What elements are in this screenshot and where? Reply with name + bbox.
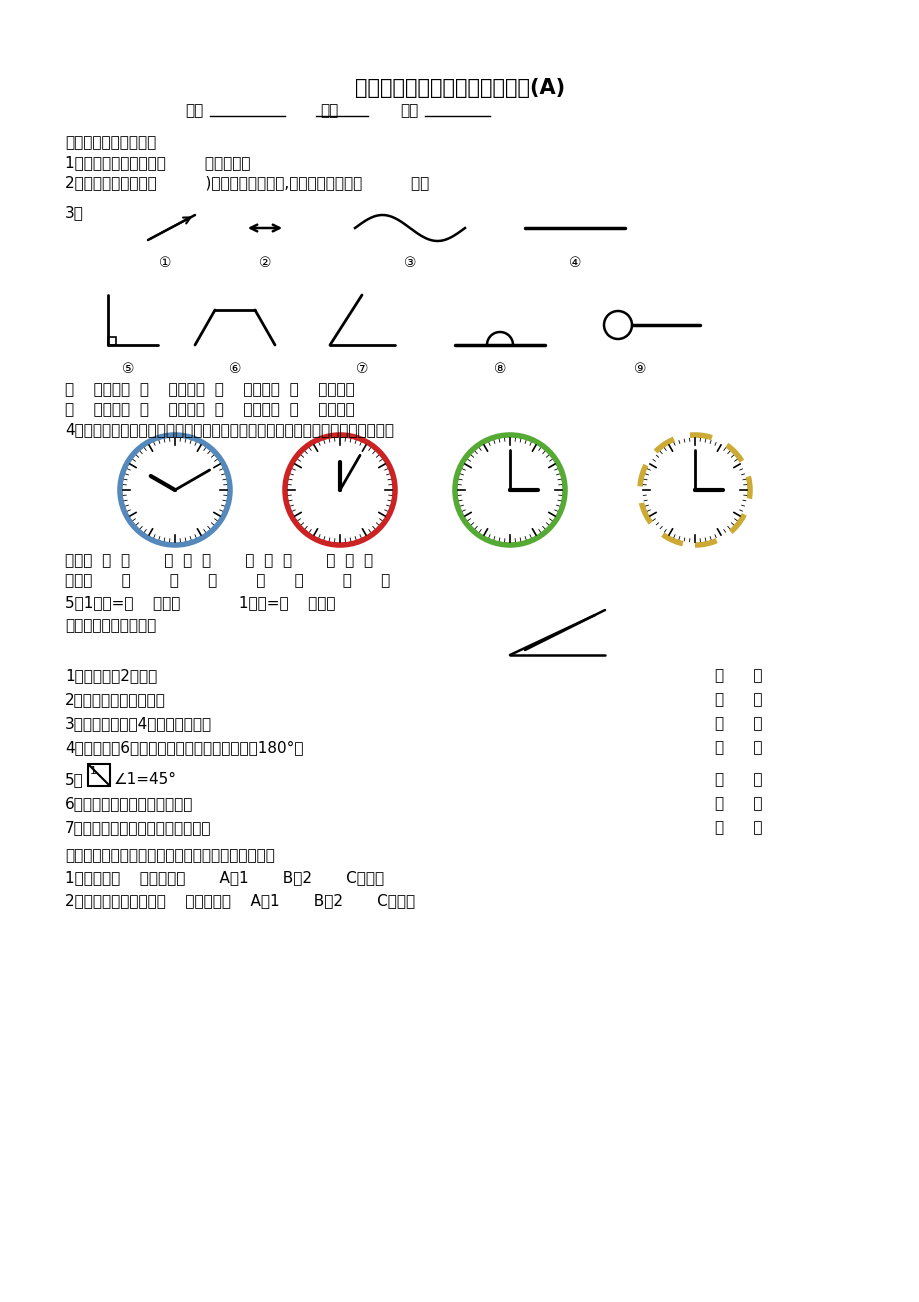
Text: 5、1周角=（    ）平角            1平角=（    ）直角: 5、1周角=（ ）平角 1平角=（ ）直角 (65, 595, 335, 611)
Circle shape (337, 488, 342, 492)
Text: ∠1=45°: ∠1=45° (114, 772, 176, 786)
Text: 2、钝角一定比直角大。: 2、钝角一定比直角大。 (65, 691, 165, 707)
Text: 年级: 年级 (320, 103, 338, 118)
Text: 学号: 学号 (185, 103, 203, 118)
Text: 四年级数学上册第二单元测试题(A): 四年级数学上册第二单元测试题(A) (355, 78, 564, 98)
Text: ⑨: ⑨ (633, 362, 645, 376)
Text: （      ）: （ ） (714, 772, 762, 786)
Text: 3、: 3、 (65, 204, 84, 220)
Text: 二、请你来当小裁判。: 二、请你来当小裁判。 (65, 618, 156, 633)
Text: （    ）是锐角  （    ）是平角  （    ）是周角  （    ）是钝角: （ ）是锐角 （ ）是平角 （ ）是周角 （ ）是钝角 (65, 402, 355, 417)
Text: ④: ④ (568, 256, 581, 270)
Text: 3、小军画了一条4厘米长的直线。: 3、小军画了一条4厘米长的直线。 (65, 716, 212, 730)
Text: （      ）: （ ） (714, 716, 762, 730)
Text: 4、钟面上是6时整时，时针和分针所夹的角是180°。: 4、钟面上是6时整时，时针和分针所夹的角是180°。 (65, 740, 303, 755)
Text: 三、用心选一选。（把正确答案的序号填在括号内）: 三、用心选一选。（把正确答案的序号填在括号内） (65, 848, 275, 863)
Text: （      ）: （ ） (714, 796, 762, 811)
Text: ①: ① (159, 256, 171, 270)
Text: （      ）: （ ） (714, 668, 762, 684)
Text: 1: 1 (90, 766, 96, 776)
Text: 1、线段有（    ）个端点。       A、1       B、2       C、无数: 1、线段有（ ）个端点。 A、1 B、2 C、无数 (65, 870, 384, 885)
Text: ⑤: ⑤ (121, 362, 134, 376)
Text: 2、通过一点，可以画（    ）条直线。    A、1       B、2       C、无数: 2、通过一点，可以画（ ）条直线。 A、1 B、2 C、无数 (65, 893, 414, 907)
Text: 角度（      ）        （      ）        （      ）        （      ）: 角度（ ） （ ） （ ） （ ） (65, 573, 390, 589)
Text: 4、先写出每个钟面上的时间，再量一量钟面上的分针和时针所组成的角的度数。: 4、先写出每个钟面上的时间，再量一量钟面上的分针和时针所组成的角的度数。 (65, 422, 393, 437)
Text: 一、想一想，填一填。: 一、想一想，填一填。 (65, 135, 156, 150)
Text: ②: ② (258, 256, 271, 270)
Text: ⑥: ⑥ (229, 362, 241, 376)
Circle shape (288, 437, 391, 542)
Circle shape (692, 488, 697, 492)
Text: （    ）是直线  （    ）是射线  （    ）是线段  （    ）是直角: （ ）是直线 （ ）是射线 （ ）是线段 （ ）是直角 (65, 381, 355, 397)
Circle shape (173, 488, 176, 492)
Circle shape (458, 437, 562, 542)
Text: 1、右图中有2个角。: 1、右图中有2个角。 (65, 668, 157, 684)
Text: 时间（  ：  ）       （  ：  ）       （  ：  ）       （  ：  ）: 时间（ ： ） （ ： ） （ ： ） （ ： ） (65, 553, 373, 568)
Text: ③: ③ (403, 256, 415, 270)
Text: 1、从一点出发可以画（        ）条射线。: 1、从一点出发可以画（ ）条射线。 (65, 155, 250, 171)
Circle shape (123, 437, 227, 542)
Text: ⑧: ⑧ (494, 362, 505, 376)
Circle shape (642, 437, 746, 542)
Text: 2、从一点引出两条（          )组成的图形叫做角,这个点叫做角的（          ）。: 2、从一点引出两条（ )组成的图形叫做角,这个点叫做角的（ ）。 (65, 174, 429, 190)
Circle shape (507, 488, 512, 492)
Text: （      ）: （ ） (714, 691, 762, 707)
Text: 6、过两点只可以画一条直线。: 6、过两点只可以画一条直线。 (65, 796, 193, 811)
Text: （      ）: （ ） (714, 820, 762, 835)
Text: 姓名: 姓名 (400, 103, 418, 118)
Text: 5、: 5、 (65, 772, 84, 786)
Text: 7、角的大小与边的长短没有关系。: 7、角的大小与边的长短没有关系。 (65, 820, 211, 835)
Text: ⑦: ⑦ (356, 362, 368, 376)
Text: （      ）: （ ） (714, 740, 762, 755)
